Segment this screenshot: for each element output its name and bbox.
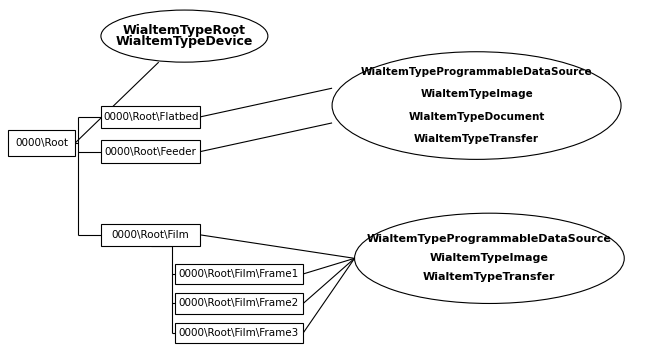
Text: WialtemTypeDevice: WialtemTypeDevice (116, 35, 253, 48)
FancyBboxPatch shape (175, 293, 303, 314)
Text: 0000\Root\Film\Frame2: 0000\Root\Film\Frame2 (179, 299, 299, 308)
Text: 0000\Root: 0000\Root (15, 138, 68, 148)
Text: WialtemTypeImage: WialtemTypeImage (430, 253, 549, 263)
Text: 0000\Root\Feeder: 0000\Root\Feeder (105, 147, 197, 156)
FancyBboxPatch shape (175, 323, 303, 343)
Ellipse shape (355, 213, 624, 303)
Text: WialtemTypeTransfer: WialtemTypeTransfer (414, 134, 539, 145)
FancyBboxPatch shape (101, 224, 201, 246)
Text: WialtemTypeProgrammableDataSource: WialtemTypeProgrammableDataSource (367, 234, 612, 244)
Text: WialtemTypeProgrammableDataSource: WialtemTypeProgrammableDataSource (361, 66, 593, 77)
Text: WialtemTypeTransfer: WialtemTypeTransfer (423, 272, 556, 282)
Text: 0000\Root\Flatbed: 0000\Root\Flatbed (103, 112, 199, 122)
Text: WialtemTypeRoot: WialtemTypeRoot (123, 24, 246, 37)
FancyBboxPatch shape (175, 264, 303, 284)
Text: WialtemTypeImage: WialtemTypeImage (420, 89, 533, 99)
Ellipse shape (101, 10, 268, 62)
FancyBboxPatch shape (8, 130, 75, 156)
Text: 0000\Root\Film\Frame1: 0000\Root\Film\Frame1 (179, 269, 299, 279)
FancyBboxPatch shape (101, 106, 201, 128)
Text: 0000\Root\Film: 0000\Root\Film (112, 230, 190, 240)
Ellipse shape (332, 52, 621, 159)
Text: 0000\Root\Film\Frame3: 0000\Root\Film\Frame3 (179, 328, 299, 338)
Text: WIaltemTypeDocument: WIaltemTypeDocument (408, 112, 545, 122)
FancyBboxPatch shape (101, 140, 201, 163)
